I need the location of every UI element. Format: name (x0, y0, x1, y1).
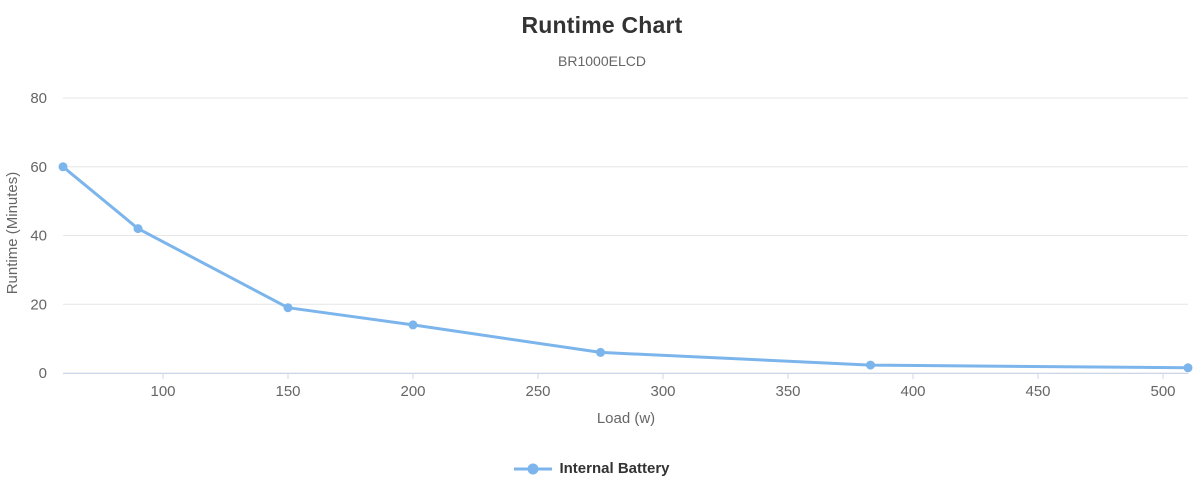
y-tick-label: 60 (30, 159, 47, 176)
x-tick-label: 200 (400, 383, 425, 400)
data-point-marker[interactable] (283, 303, 293, 313)
x-tick-label: 100 (150, 383, 175, 400)
legend-item-internal-battery[interactable]: Internal Battery (514, 460, 670, 477)
x-tick-label: 250 (525, 383, 550, 400)
x-tick-label: 300 (650, 383, 675, 400)
legend-line-marker-icon (514, 463, 553, 474)
y-tick-label: 20 (30, 296, 47, 313)
chart-title: Runtime Chart (521, 12, 683, 38)
y-tick-label: 0 (39, 365, 47, 382)
series-line (61, 165, 1190, 370)
legend-label: Internal Battery (559, 460, 670, 477)
data-point-marker[interactable] (408, 320, 418, 330)
y-tick-label: 80 (30, 90, 47, 107)
x-tick-label: 400 (900, 383, 925, 400)
data-point-marker[interactable] (596, 347, 605, 357)
data-point-marker[interactable] (866, 360, 875, 370)
data-point-marker[interactable] (58, 162, 68, 172)
x-tick-label: 350 (775, 383, 800, 400)
x-tick-label: 500 (1150, 383, 1175, 400)
x-tick-label: 150 (275, 383, 300, 400)
data-point-marker[interactable] (1183, 363, 1193, 373)
y-tick-label: 40 (30, 228, 47, 245)
x-axis-title: Load (w) (596, 410, 656, 427)
legend: Internal Battery (0, 460, 1184, 477)
x-tick-label: 450 (1025, 383, 1050, 400)
chart-subtitle: BR1000ELCD (558, 53, 646, 69)
data-point-marker[interactable] (133, 224, 143, 234)
